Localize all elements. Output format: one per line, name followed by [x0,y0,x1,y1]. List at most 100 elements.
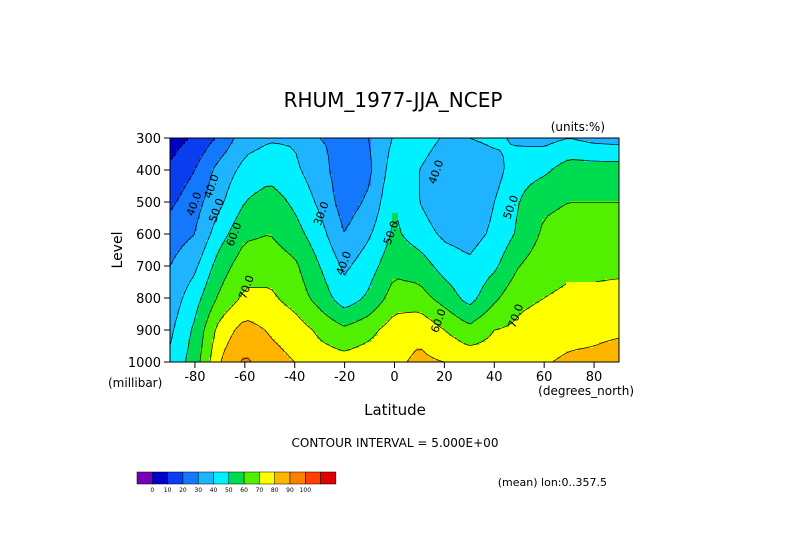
field-cell [341,144,345,148]
field-cell [200,150,204,154]
field-cell [362,171,366,175]
field-cell [611,195,615,199]
field-cell [473,219,477,223]
field-cell [335,171,339,175]
field-cell [578,234,582,238]
field-cell [287,171,291,175]
field-cell [221,237,225,241]
field-cell [434,198,438,202]
field-cell [290,153,294,157]
field-cell [251,183,255,187]
field-cell [386,192,390,196]
field-cell [242,198,246,202]
field-cell [431,174,435,178]
field-cell [176,225,180,229]
field-cell [338,228,342,232]
field-cell [506,207,510,211]
field-cell [464,171,468,175]
field-cell [545,225,549,229]
field-cell [323,183,327,187]
field-cell [398,144,402,148]
field-cell [320,162,324,166]
field-cell [566,180,570,184]
field-cell [509,213,513,217]
field-cell [407,183,411,187]
field-cell [509,156,513,160]
field-cell [227,147,231,151]
field-cell [440,216,444,220]
field-cell [257,150,261,154]
field-cell [239,180,243,184]
field-cell [383,150,387,154]
field-cell [542,156,546,160]
field-cell [488,192,492,196]
field-cell [338,225,342,229]
field-cell [434,192,438,196]
field-cell [197,141,201,145]
field-cell [278,210,282,214]
field-cell [509,162,513,166]
field-cell [452,189,456,193]
field-cell [524,234,528,238]
field-cell [521,231,525,235]
field-cell [530,189,534,193]
field-cell [203,237,207,241]
field-cell [500,147,504,151]
field-cell [482,174,486,178]
field-cell [179,219,183,223]
field-cell [533,228,537,232]
field-cell [344,213,348,217]
field-cell [356,225,360,229]
field-cell [209,168,213,172]
field-cell [518,225,522,229]
field-cell [401,171,405,175]
field-cell [188,198,192,202]
field-cell [206,228,210,232]
field-cell [353,234,357,238]
field-cell [443,171,447,175]
field-cell [455,195,459,199]
field-cell [305,159,309,163]
field-cell [320,189,324,193]
field-cell [230,213,234,217]
field-cell [221,195,225,199]
field-cell [545,189,549,193]
field-cell [578,186,582,190]
field-cell [593,174,597,178]
field-cell [455,171,459,175]
field-cell [461,159,465,163]
field-cell [557,165,561,169]
field-cell [599,180,603,184]
field-cell [407,210,411,214]
field-cell [476,204,480,208]
field-cell [215,207,219,211]
field-cell [314,153,318,157]
field-cell [380,192,384,196]
field-cell [344,216,348,220]
field-cell [470,159,474,163]
field-cell [575,189,579,193]
field-cell [203,219,207,223]
field-cell [530,186,534,190]
field-cell [245,180,249,184]
field-cell [272,177,276,181]
field-cell [470,162,474,166]
field-cell [332,165,336,169]
field-cell [446,138,450,142]
field-cell [503,225,507,229]
field-cell [236,231,240,235]
field-cell [482,168,486,172]
field-cell [434,186,438,190]
field-cell [356,213,360,217]
field-cell [356,222,360,226]
field-cell [596,192,600,196]
field-cell [551,159,555,163]
field-cell [341,210,345,214]
field-cell [284,183,288,187]
field-cell [419,183,423,187]
field-cell [182,183,186,187]
field-cell [242,180,246,184]
field-cell [422,141,426,145]
field-cell [557,201,561,205]
field-cell [515,228,519,232]
